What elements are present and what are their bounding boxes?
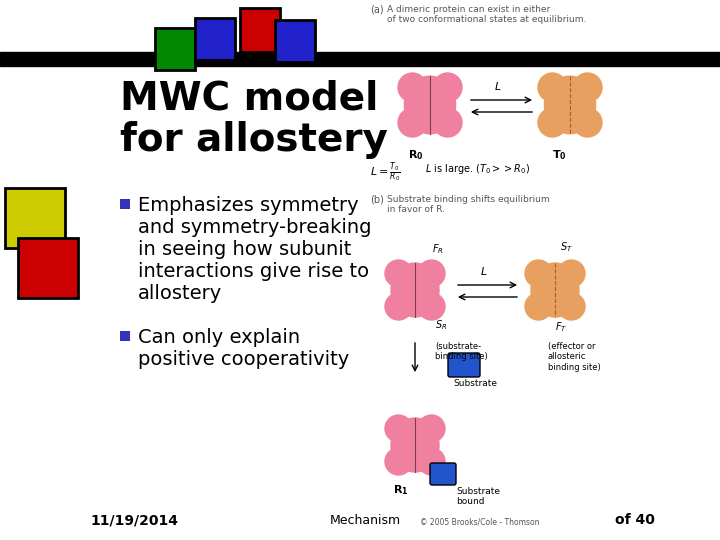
Text: interactions give rise to: interactions give rise to [138,262,369,281]
Ellipse shape [398,73,427,102]
Ellipse shape [433,73,462,102]
Bar [120,331,130,341]
Text: $L$ is large. ($T_0 >> R_0$): $L$ is large. ($T_0 >> R_0$) [425,162,530,176]
Text: $\mathbf{R_0}$: $\mathbf{R_0}$ [408,148,423,162]
Bar [195,18,235,60]
Ellipse shape [538,73,567,102]
Text: © 2005 Brooks/Cole - Thomson: © 2005 Brooks/Cole - Thomson [420,517,539,526]
Text: Substrate: Substrate [453,379,497,388]
Bar [365,0,720,540]
Text: positive cooperativity: positive cooperativity [138,350,349,369]
Text: $\mathbf{R_1}$: $\mathbf{R_1}$ [393,483,408,497]
Text: Emphasizes symmetry: Emphasizes symmetry [138,196,359,215]
Text: Can only explain: Can only explain [138,328,300,347]
Text: of 40: of 40 [615,513,655,527]
Ellipse shape [418,448,445,475]
Bar [5,188,65,248]
Text: Mechanism: Mechanism [330,514,401,526]
Bar [155,28,195,70]
Ellipse shape [558,293,585,320]
Ellipse shape [385,260,412,287]
Ellipse shape [385,415,412,442]
Text: (substrate-
binding site): (substrate- binding site) [435,342,487,361]
Text: L: L [481,267,487,277]
Ellipse shape [531,263,579,317]
Text: $S_T$: $S_T$ [560,240,572,254]
Text: (effector or
allosteric
binding site): (effector or allosteric binding site) [548,342,600,372]
Bar [120,199,130,209]
Ellipse shape [538,108,567,137]
Text: $S_R$: $S_R$ [435,318,447,332]
Ellipse shape [544,76,595,134]
Text: Substrate binding shifts equilibrium
in favor of R.: Substrate binding shifts equilibrium in … [387,195,549,214]
Ellipse shape [398,108,427,137]
Ellipse shape [418,415,445,442]
Ellipse shape [405,76,456,134]
Ellipse shape [418,260,445,287]
Bar [275,20,315,62]
Ellipse shape [573,108,602,137]
Text: (a): (a) [370,5,384,15]
Text: (b): (b) [370,195,384,205]
Ellipse shape [391,418,439,472]
Text: $L = \frac{T_0}{R_0}$: $L = \frac{T_0}{R_0}$ [370,160,401,184]
Text: $\mathbf{T_0}$: $\mathbf{T_0}$ [552,148,567,162]
Bar [18,238,78,298]
Bar [240,8,280,52]
Text: in seeing how subunit: in seeing how subunit [138,240,351,259]
Ellipse shape [391,263,439,317]
Ellipse shape [525,293,552,320]
Text: $F_R$: $F_R$ [432,242,444,256]
Text: 11/19/2014: 11/19/2014 [90,513,178,527]
Text: $F_T$: $F_T$ [555,320,567,334]
FancyBboxPatch shape [448,353,480,377]
Ellipse shape [558,260,585,287]
Text: L: L [495,82,501,92]
Text: and symmetry-breaking: and symmetry-breaking [138,218,372,237]
Text: A dimeric protein can exist in either
of two conformational states at equilibriu: A dimeric protein can exist in either of… [387,5,586,24]
Text: MWC model: MWC model [120,80,379,118]
Ellipse shape [573,73,602,102]
Ellipse shape [525,260,552,287]
Ellipse shape [385,448,412,475]
Text: for allostery: for allostery [120,120,388,159]
FancyBboxPatch shape [430,463,456,485]
Text: allostery: allostery [138,284,222,303]
Bar [0,52,720,66]
Ellipse shape [418,293,445,320]
Text: Substrate
bound: Substrate bound [456,487,500,507]
Ellipse shape [433,108,462,137]
Ellipse shape [385,293,412,320]
